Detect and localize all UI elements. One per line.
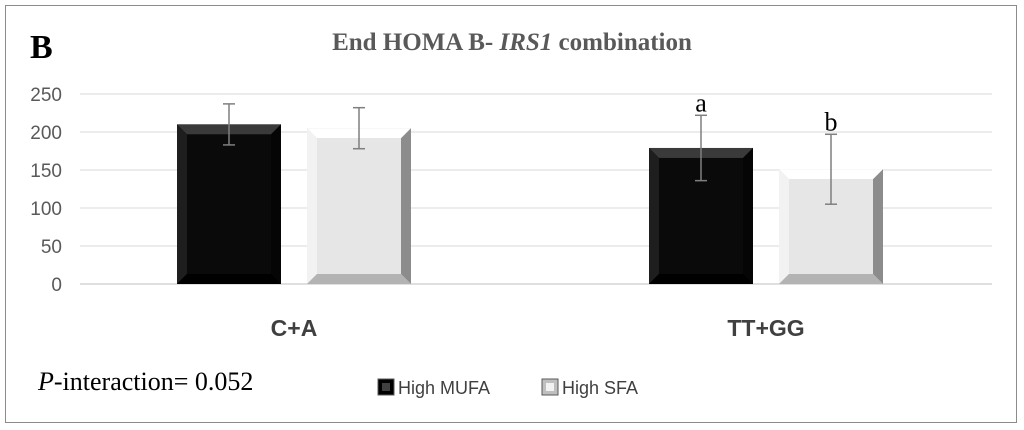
error-bar [223, 103, 235, 146]
y-tick-label: 0 [51, 275, 62, 296]
x-category-label: C+A [271, 315, 318, 341]
bar-high-mufa [177, 124, 281, 285]
x-axis-categories: C+A TT+GG [271, 315, 805, 341]
y-tick-label: 150 [30, 161, 62, 182]
error-bar [695, 114, 707, 182]
x-category-label: TT+GG [727, 315, 804, 341]
y-axis: 0 50 100 150 200 250 [30, 85, 62, 296]
y-tick-label: 100 [30, 199, 62, 220]
y-tick-label: 250 [30, 85, 62, 106]
p-interaction-annotation: P-interaction= 0.052 [37, 367, 253, 396]
chart-title: End HOMA B- IRS1 combination [332, 29, 692, 56]
significance-label: b [825, 107, 838, 136]
error-bar [353, 106, 365, 150]
significance-label: a [695, 88, 707, 117]
error-bars [223, 103, 837, 205]
significance-labels: ab [695, 88, 837, 136]
legend-item: High MUFA [377, 378, 490, 398]
legend-label: High SFA [562, 378, 638, 398]
legend-label: High MUFA [398, 378, 490, 398]
legend: High MUFA High SFA [377, 378, 638, 398]
bars [177, 124, 883, 285]
legend-item: High SFA [541, 378, 638, 398]
bar-high-sfa [307, 128, 411, 284]
panel-label: B [30, 29, 53, 66]
y-tick-label: 50 [41, 237, 62, 258]
error-bar [825, 133, 837, 205]
y-tick-label: 200 [30, 123, 62, 144]
